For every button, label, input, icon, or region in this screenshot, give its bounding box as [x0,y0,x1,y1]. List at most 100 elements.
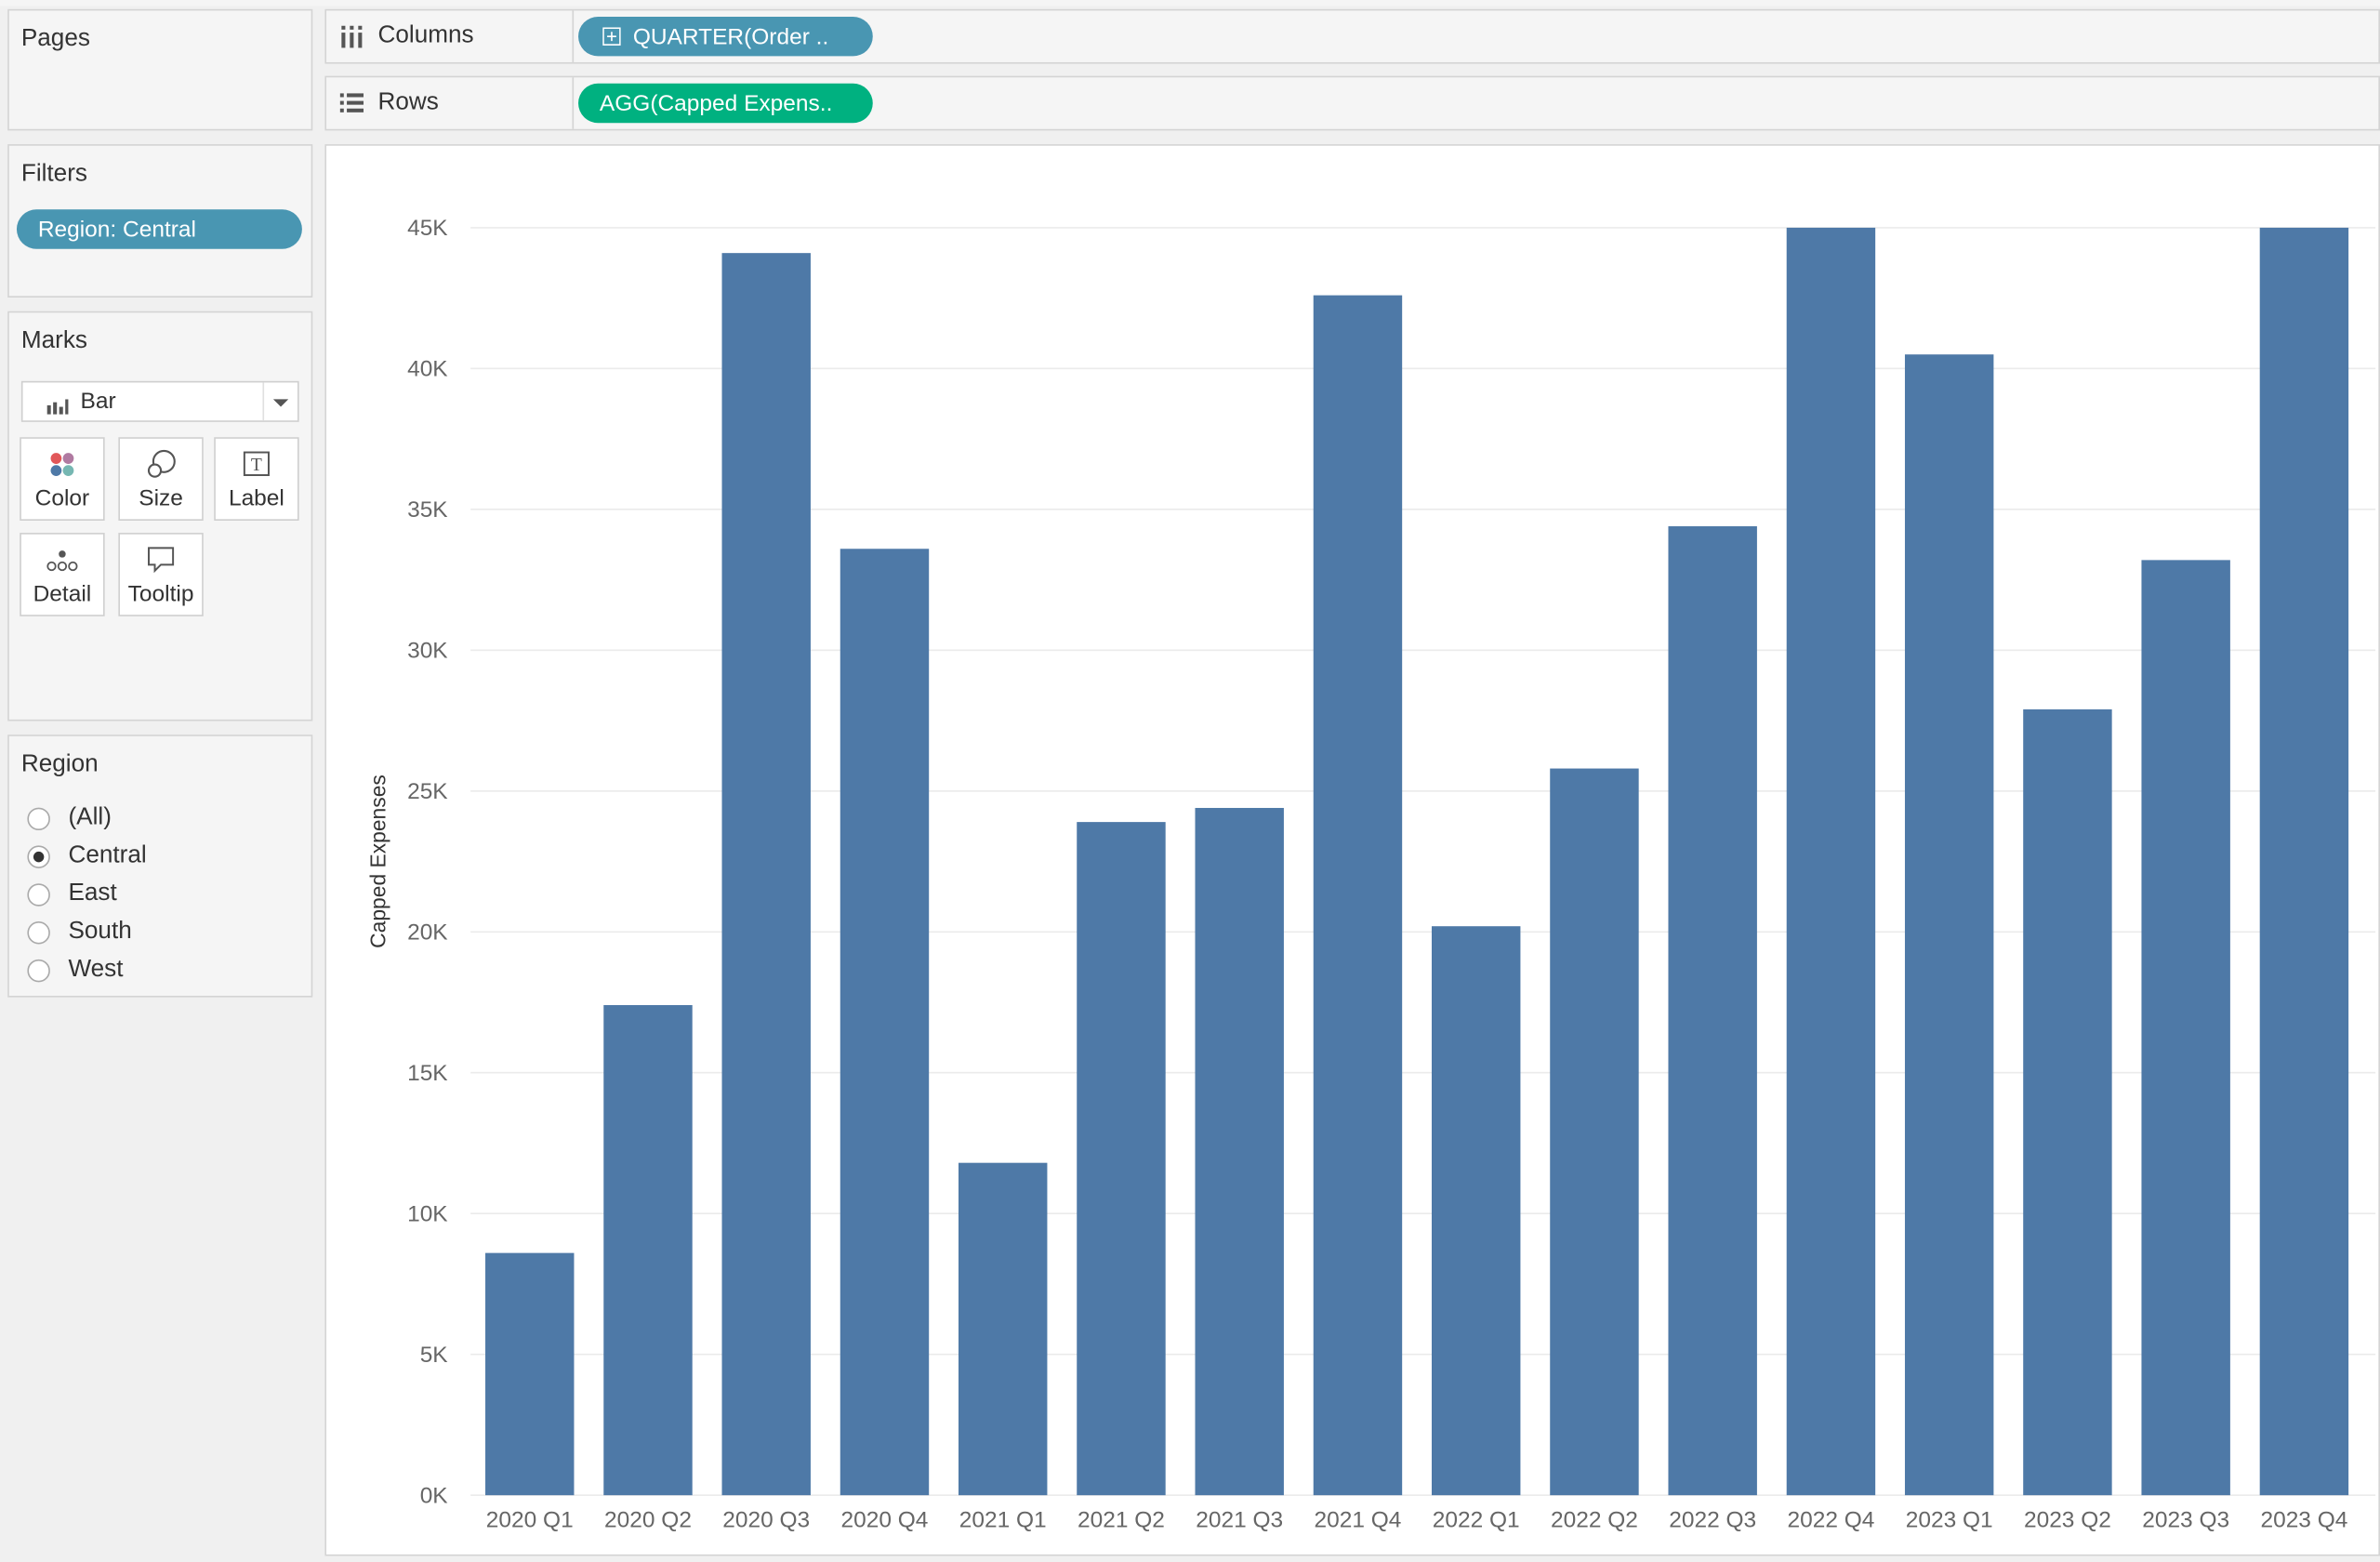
expand-plus-icon[interactable] [602,27,621,46]
x-tick-label: 2021 Q1 [959,1507,1047,1532]
rows-shelf[interactable]: Rows AGG(Capped Expens.. [324,75,2380,131]
bar [1077,822,1166,1496]
bar [1313,295,1403,1496]
pages-card[interactable]: Pages [7,8,313,131]
region-filter-title: Region [20,751,99,777]
y-tick-label: 25K [407,779,448,804]
columns-icon [341,25,363,48]
bar-chart: 0K 5K 10K 15K 20K 25K 30K 35K 40K 45K Capped Expen… [366,216,2376,1532]
x-tick-label: 2022 Q4 [1787,1507,1874,1532]
bar [1786,227,1876,1496]
region-option-label: West [68,956,124,983]
y-tick-label: 5K [420,1343,449,1368]
y-tick-label: 45K [407,216,448,241]
bar-chart-icon [46,394,69,421]
bar [1904,354,1994,1496]
y-tick-label: 30K [407,638,448,663]
x-tick-label: 2021 Q2 [1078,1507,1165,1532]
x-tick-label: 2021 Q3 [1196,1507,1283,1532]
x-tick-label: 2021 Q4 [1315,1507,1402,1532]
tooltip-icon [120,545,202,576]
radio-button[interactable] [27,959,50,982]
region-option-label: South [68,918,132,945]
bar [1668,526,1757,1496]
radio-button[interactable] [27,920,50,944]
x-tick-label: 2020 Q3 [722,1507,810,1532]
size-label: Size [139,485,183,512]
radio-button[interactable] [27,882,50,906]
x-tick-label: 2020 Q4 [841,1507,929,1532]
region-option-label: East [68,880,117,907]
color-label: Color [34,485,90,512]
rows-pill-label: AGG(Capped Expens.. [599,90,833,116]
x-tick-label: 2023 Q2 [2024,1507,2111,1532]
filters-title: Filters [20,161,87,187]
region-option-central[interactable]: Central [27,841,147,871]
size-button[interactable]: Size [118,437,204,521]
bar [1195,807,1284,1496]
radio-button[interactable] [27,806,50,830]
columns-pill-label: QUARTER(Order .. [632,23,829,50]
bar [1431,926,1521,1496]
tooltip-label: Tooltip [127,581,194,608]
bar [2141,560,2230,1496]
detail-button[interactable]: Detail [20,533,105,616]
x-tick-label: 2022 Q2 [1551,1507,1638,1532]
rows-pill-capped-expenses[interactable]: AGG(Capped Expens.. [578,83,873,124]
filter-pill-region[interactable]: Region: Central [16,209,302,249]
color-button[interactable]: Color [20,437,105,521]
label-label: Label [228,485,284,512]
size-icon [120,449,202,480]
color-icon [21,449,103,480]
x-tick-label: 2022 Q1 [1433,1507,1520,1532]
rows-icon [339,93,364,113]
rows-label: Rows [377,89,439,116]
filters-card[interactable]: Filters Region: Central [7,144,313,298]
label-icon: T [216,449,298,480]
mark-type-label: Bar [80,388,116,415]
x-tick-label: 2023 Q1 [1906,1507,1993,1532]
bar [603,1005,693,1496]
columns-shelf-label: Columns [326,10,575,62]
radio-button-selected[interactable] [27,844,50,868]
detail-label: Detail [33,581,92,608]
tooltip-button[interactable]: Tooltip [118,533,204,616]
view-canvas[interactable]: 0K 5K 10K 15K 20K 25K 30K 35K 40K 45K Capped Expen… [324,144,2380,1556]
region-option-south[interactable]: South [27,917,132,947]
rows-shelf-label: Rows [326,77,575,129]
bar [721,253,811,1496]
top-strip [0,0,2380,7]
region-option-east[interactable]: East [27,879,117,909]
bar [2259,227,2349,1496]
x-tick-label: 2020 Q1 [486,1507,574,1532]
columns-pill-quarter[interactable]: QUARTER(Order .. [578,16,873,57]
detail-icon [21,545,103,576]
x-tick-label: 2023 Q4 [2260,1507,2347,1532]
svg-text:T: T [251,456,262,475]
region-option-all[interactable]: (All) [27,803,112,834]
bar [840,549,930,1496]
bar [485,1252,575,1496]
mark-type-dropdown[interactable]: Bar [20,380,299,422]
x-tick-label: 2022 Q3 [1669,1507,1756,1532]
y-tick-label: 10K [407,1201,448,1226]
y-tick-label: 15K [407,1061,448,1086]
marks-title: Marks [20,327,87,354]
y-tick-label: 0K [420,1483,449,1508]
region-option-label: (All) [68,804,112,831]
x-tick-label: 2020 Q2 [604,1507,692,1532]
bar [2023,708,2112,1496]
bar [1550,768,1639,1496]
chevron-down-icon[interactable] [262,382,298,421]
region-filter-card: Region (All) Central East South West [7,735,313,998]
y-axis-title: Capped Expenses [366,774,390,948]
columns-label: Columns [377,22,474,49]
region-option-west[interactable]: West [27,955,123,986]
y-tick-label: 20K [407,920,448,945]
columns-shelf[interactable]: Columns QUARTER(Order .. [324,8,2380,64]
label-button[interactable]: T Label [214,437,299,521]
x-tick-label: 2023 Q3 [2142,1507,2229,1532]
filter-pill-label: Region: Central [37,216,196,243]
y-tick-label: 40K [407,357,448,382]
